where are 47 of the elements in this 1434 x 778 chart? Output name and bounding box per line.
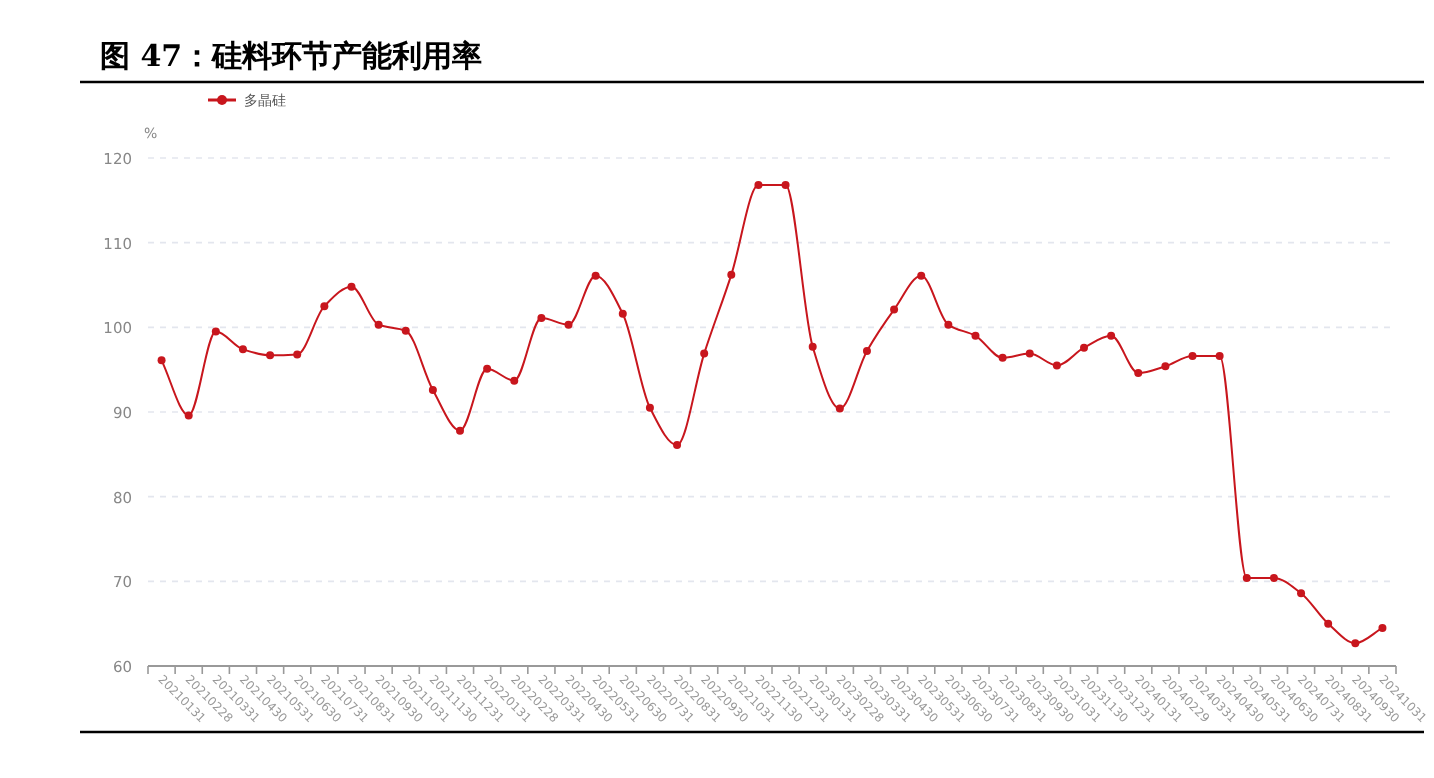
point bbox=[700, 349, 709, 358]
point bbox=[374, 320, 383, 329]
point bbox=[320, 302, 329, 311]
point bbox=[862, 347, 871, 356]
point bbox=[1378, 623, 1387, 632]
point bbox=[184, 411, 193, 420]
point bbox=[428, 385, 437, 394]
point bbox=[727, 270, 736, 279]
point bbox=[1052, 361, 1061, 370]
point bbox=[890, 305, 899, 314]
point bbox=[1324, 619, 1333, 628]
point bbox=[754, 181, 763, 190]
point bbox=[998, 353, 1007, 362]
point bbox=[1080, 343, 1088, 352]
point bbox=[944, 320, 953, 329]
point bbox=[673, 441, 682, 450]
point bbox=[781, 181, 790, 190]
point bbox=[266, 351, 275, 360]
point bbox=[456, 426, 464, 435]
point bbox=[537, 314, 546, 323]
point bbox=[1107, 331, 1116, 340]
point bbox=[1297, 589, 1306, 598]
point bbox=[510, 376, 519, 385]
point bbox=[483, 364, 492, 373]
point bbox=[1269, 573, 1278, 582]
point bbox=[347, 282, 356, 291]
point bbox=[971, 331, 980, 340]
point bbox=[238, 345, 247, 354]
point bbox=[1351, 639, 1360, 648]
point bbox=[808, 342, 817, 351]
point bbox=[564, 320, 573, 329]
point bbox=[1242, 573, 1251, 582]
point bbox=[401, 326, 410, 335]
point bbox=[293, 350, 302, 359]
point bbox=[1188, 352, 1197, 361]
point bbox=[835, 404, 844, 413]
point bbox=[917, 271, 926, 280]
point bbox=[1215, 352, 1224, 361]
point bbox=[1025, 349, 1034, 358]
point bbox=[211, 327, 220, 336]
chart-title: 图 47：硅料环节产能利用率 bbox=[100, 38, 483, 74]
point bbox=[1134, 369, 1143, 378]
point bbox=[1161, 362, 1170, 371]
point bbox=[618, 309, 627, 318]
point bbox=[645, 403, 654, 412]
point bbox=[157, 356, 166, 365]
point bbox=[591, 271, 600, 280]
